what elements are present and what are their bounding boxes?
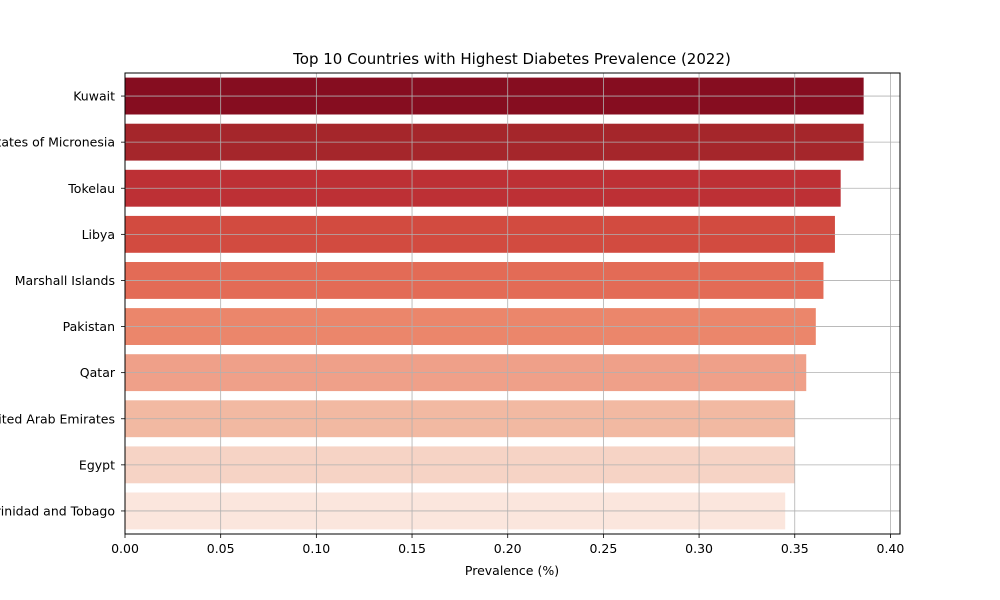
x-axis-label: Prevalence (%) xyxy=(465,563,559,578)
chart-title: Top 10 Countries with Highest Diabetes P… xyxy=(292,50,731,68)
x-tick-label: 0.35 xyxy=(781,541,809,556)
y-tick-label: Egypt xyxy=(79,457,115,472)
y-tick-label: Qatar xyxy=(80,365,116,380)
y-tick-label: Marshall Islands xyxy=(15,273,115,288)
x-tick-label: 0.15 xyxy=(398,541,426,556)
x-tick-label: 0.40 xyxy=(877,541,905,556)
y-tick-label: Kuwait xyxy=(73,89,115,104)
axes xyxy=(124,72,901,535)
y-tick-label: Trinidad and Tobago xyxy=(0,503,115,518)
plot-frame xyxy=(124,72,901,535)
x-tick-label: 0.00 xyxy=(111,541,139,556)
y-tick-label: Pakistan xyxy=(63,319,115,334)
x-tick-label: 0.10 xyxy=(302,541,330,556)
x-tick-label: 0.20 xyxy=(494,541,522,556)
y-tick-label: United Arab Emirates xyxy=(0,411,115,426)
y-tick-label: Tokelau xyxy=(67,181,115,196)
y-tick-label: Libya xyxy=(82,227,115,242)
x-tick-label: 0.25 xyxy=(589,541,617,556)
y-tick-label: Federated States of Micronesia xyxy=(0,135,115,150)
y-tick-labels: Kuwait Federated States of Micronesia Toke… xyxy=(0,89,125,518)
grid xyxy=(124,73,900,534)
bars xyxy=(125,77,864,530)
x-tick-label: 0.05 xyxy=(207,541,235,556)
x-tick-label: 0.30 xyxy=(685,541,713,556)
x-tick-labels: 0.00 0.05 0.10 0.15 0.20 0.25 0.30 0.35 0.40 xyxy=(111,534,904,556)
